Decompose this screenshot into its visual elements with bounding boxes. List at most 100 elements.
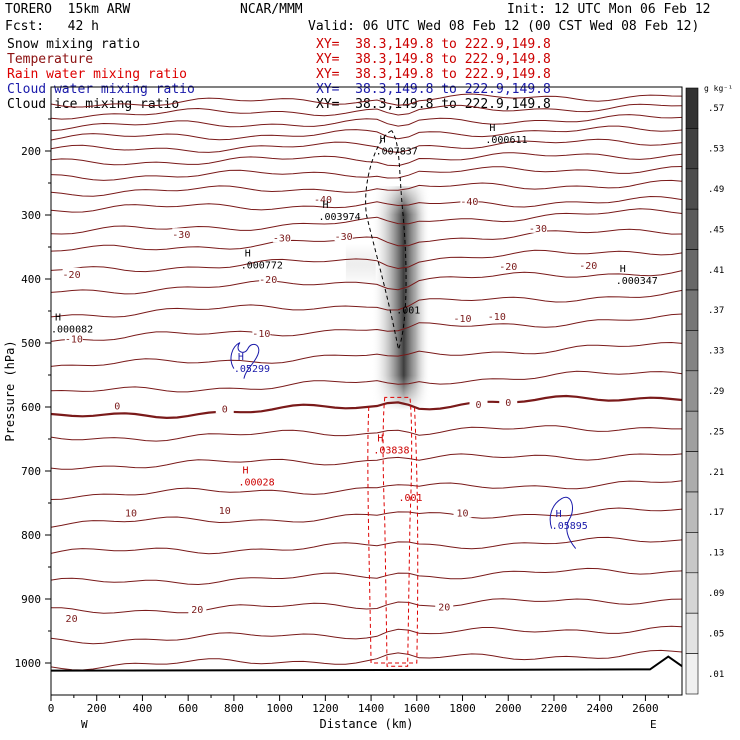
- temp-label-bg: [487, 310, 506, 322]
- legend-rain: Rain water mixing ratio: [7, 67, 188, 82]
- colorbar-label: .33: [708, 347, 724, 357]
- colorbar-swatch: [685, 370, 699, 412]
- colorbar-swatch: [685, 532, 699, 574]
- extremum-marker: H: [556, 509, 562, 520]
- temperature-contour: [50, 598, 683, 614]
- temp-label-bg: [334, 230, 353, 242]
- temperature-contour: [50, 249, 683, 273]
- rain-contour: [382, 396, 413, 667]
- legend-cloud-ice: Cloud ice mixing ratio: [7, 97, 180, 112]
- temperature-label: 0: [114, 402, 120, 413]
- extremum-marker: H: [489, 123, 495, 134]
- forecast-hour: Fcst: 42 h: [5, 19, 99, 34]
- colorbar-label: .21: [708, 468, 724, 478]
- temp-label-bg: [272, 231, 291, 243]
- temp-label-bg: [435, 600, 454, 612]
- temperature-label: -30: [335, 232, 353, 243]
- legend-snow-xy: XY= 38.3,149.8 to 222.9,149.8: [316, 37, 551, 52]
- extremum-value: .05299: [234, 364, 270, 375]
- temp-label-bg: [499, 260, 518, 272]
- colorbar-label: .37: [708, 306, 724, 316]
- legend-cloud-ice-xy: XY= 38.3,149.8 to 222.9,149.8: [316, 97, 551, 112]
- temperature-label: -30: [273, 233, 291, 244]
- extremum-marker: H: [377, 433, 383, 444]
- x-end-east: E: [650, 718, 657, 731]
- x-tick-label: 1600: [404, 702, 431, 715]
- temp-label-bg: [453, 506, 472, 518]
- rain-contour: [367, 406, 419, 664]
- y-tick-label: 900: [21, 593, 41, 606]
- y-tick-label: 600: [21, 401, 41, 414]
- temperature-contour: [50, 341, 683, 367]
- contour-value-label: .001: [399, 493, 423, 504]
- legend-temperature-xy: XY= 38.3,149.8 to 222.9,149.8: [316, 52, 551, 67]
- colorbar-swatch: [685, 128, 699, 170]
- cloud-water-contour: [230, 342, 260, 379]
- temp-label-bg: [122, 506, 141, 518]
- colorbar-swatch: [685, 330, 699, 372]
- temperature-label: -30: [172, 230, 190, 241]
- y-tick-label: 200: [21, 145, 41, 158]
- temperature-label: -20: [63, 270, 81, 281]
- colorbar-swatch: [685, 410, 699, 452]
- x-tick-label: 1000: [266, 702, 293, 715]
- extremum-value: .000082: [51, 325, 93, 336]
- temperature-label: -20: [259, 275, 277, 286]
- colorbar-label: .05: [708, 629, 724, 639]
- y-tick-label: 300: [21, 209, 41, 222]
- temp-label-bg: [460, 194, 479, 206]
- colorbar-label: .45: [708, 225, 724, 235]
- temperature-contour: [50, 313, 683, 342]
- colorbar-swatch: [685, 572, 699, 614]
- temp-label-bg: [64, 332, 83, 344]
- contour-value-label: .001: [396, 306, 420, 317]
- y-axis-title: Pressure (hPa): [3, 340, 17, 441]
- temperature-contour: [50, 166, 683, 181]
- y-tick-label: 800: [21, 529, 41, 542]
- temp-label-bg: [215, 504, 234, 516]
- cloud-water-contour: [549, 496, 577, 549]
- x-tick-label: 200: [87, 702, 107, 715]
- x-tick-label: 1200: [312, 702, 339, 715]
- extremum-value: .000611: [485, 135, 527, 146]
- temperature-label: 10: [219, 506, 231, 517]
- valid-time: Valid: 06 UTC Wed 08 Feb 12 (00 CST Wed …: [308, 19, 700, 34]
- extremum-value: .00028: [238, 477, 274, 488]
- temperature-contour: [50, 152, 683, 167]
- init-time: Init: 12 UTC Mon 06 Feb 12: [507, 2, 711, 17]
- temperature-contour: [50, 179, 683, 197]
- x-tick-label: 1800: [449, 702, 476, 715]
- legend-cloud-water-xy: XY= 38.3,149.8 to 222.9,149.8: [316, 82, 551, 97]
- temperature-contour: [50, 370, 683, 393]
- colorbar-swatch: [685, 653, 699, 695]
- x-tick-label: 400: [133, 702, 153, 715]
- x-tick-label: 600: [178, 702, 198, 715]
- x-axis-title: Distance (km): [320, 717, 414, 731]
- temperature-contour: [50, 567, 683, 586]
- temp-label-bg: [172, 228, 191, 240]
- extremum-value: .03838: [373, 445, 409, 456]
- temperature-contour: [50, 507, 683, 528]
- y-tick-label: 700: [21, 465, 41, 478]
- colorbar-swatch: [685, 249, 699, 291]
- x-tick-label: 2200: [541, 702, 568, 715]
- colorbar-unit: g kg⁻¹: [704, 84, 733, 93]
- temperature-label: -10: [488, 312, 506, 323]
- temperature-label: -10: [453, 314, 471, 325]
- colorbar-label: .53: [708, 145, 724, 155]
- temperature-label: -20: [499, 262, 517, 273]
- temperature-contour: [50, 228, 683, 252]
- extremum-marker: H: [245, 249, 251, 260]
- extremum-marker: H: [322, 200, 328, 211]
- temperature-label: -10: [65, 335, 83, 346]
- colorbar-label: .57: [708, 104, 724, 114]
- extremum-value: .000347: [616, 276, 658, 287]
- x-tick-label: 0: [48, 702, 55, 715]
- temperature-label: -40: [314, 195, 332, 206]
- x-tick-label: 2400: [586, 702, 613, 715]
- temp-label-bg: [62, 267, 81, 279]
- colorbar-label: .13: [708, 549, 724, 559]
- extremum-marker: H: [380, 135, 386, 146]
- temperature-label: 0: [476, 400, 482, 411]
- terrain-line: [50, 655, 683, 672]
